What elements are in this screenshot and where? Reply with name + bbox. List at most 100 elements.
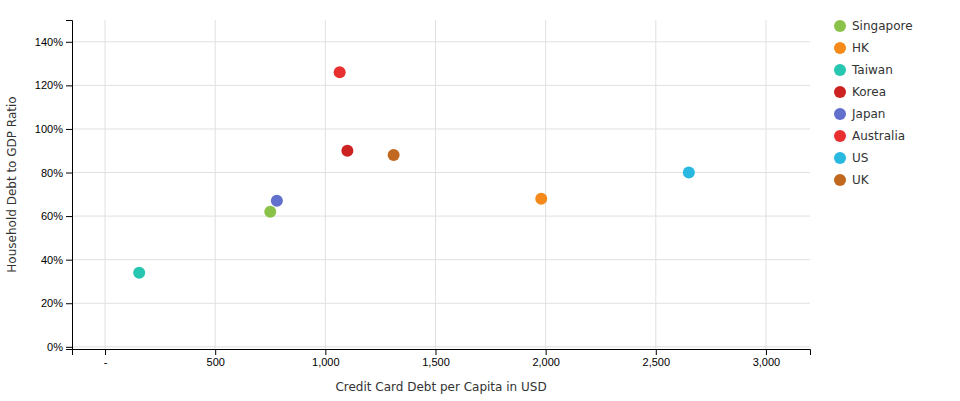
legend-label: Australia <box>852 129 905 143</box>
legend-label: HK <box>852 41 870 55</box>
legend-label: Taiwan <box>851 63 893 77</box>
legend-swatch <box>834 174 846 186</box>
legend-label: US <box>852 151 868 165</box>
point <box>334 66 346 78</box>
legend-label: UK <box>852 173 870 187</box>
legend-label: Korea <box>852 85 886 99</box>
grid-line-y <box>72 346 810 347</box>
x-tick-mark <box>435 349 436 355</box>
grid-line-y <box>72 128 810 129</box>
grid-line-x <box>215 20 216 349</box>
grid-line-x <box>325 20 326 349</box>
x-tick-label: 500 <box>207 356 225 368</box>
y-tick-label: 0% <box>47 341 63 353</box>
y-tick: 40% <box>41 254 72 266</box>
grid-line-y <box>72 41 810 42</box>
plot-area: - 500 1,000 1,500 2,000 2,500 3,000 0% 20% 40% 60%… <box>35 20 811 368</box>
grid-line-x <box>765 20 766 349</box>
legend-item: Korea <box>834 85 886 99</box>
legend-swatch <box>834 108 846 120</box>
x-tick-mark <box>546 349 547 355</box>
grid-line-y <box>72 216 810 217</box>
y-tick-mark <box>66 303 72 304</box>
y-tick-mark <box>66 216 72 217</box>
y-tick: 140% <box>35 36 72 48</box>
y-tick-mark <box>66 260 72 261</box>
y-axis-title: Household Debt to GDP Ratio <box>5 96 19 272</box>
x-tick: 500 <box>207 349 225 368</box>
grid-line-y <box>72 303 810 304</box>
x-tick-label: 1,500 <box>422 356 450 368</box>
y-axis-line <box>66 21 73 350</box>
y-tick-label: 60% <box>41 210 63 222</box>
point <box>683 167 695 179</box>
y-tick-label: 20% <box>41 297 63 309</box>
grid-line-x <box>545 20 546 349</box>
legend-swatch <box>834 86 846 98</box>
legend-item: Japan <box>834 107 885 121</box>
y-tick-mark <box>66 85 72 86</box>
point <box>388 149 400 161</box>
grid-line-y <box>72 85 810 86</box>
grid <box>72 20 810 349</box>
x-tick-label: 2,500 <box>643 356 671 368</box>
y-tick: 80% <box>41 167 72 179</box>
y-tick: 100% <box>35 123 72 135</box>
legend-swatch <box>834 20 846 32</box>
x-tick-label: 2,000 <box>532 356 560 368</box>
legend-label: Singapore <box>852 19 913 33</box>
y-tick: 120% <box>35 79 72 91</box>
x-tick: 1,500 <box>422 349 450 368</box>
x-tick-label: - <box>104 356 108 368</box>
grid-line-x <box>435 20 436 349</box>
x-axis: - 500 1,000 1,500 2,000 2,500 3,000 <box>73 349 811 368</box>
y-tick-label: 40% <box>41 254 63 266</box>
grid-line-y <box>72 172 810 173</box>
x-tick-mark <box>215 349 216 355</box>
x-axis-title: Credit Card Debt per Capita in USD <box>335 380 546 394</box>
y-axis: 0% 20% 40% 60% 80% 100% 120% 140% <box>35 21 73 353</box>
point <box>264 206 276 218</box>
legend-item: US <box>834 151 868 165</box>
point <box>271 195 283 207</box>
point <box>341 145 353 157</box>
x-tick: 2,000 <box>532 349 560 368</box>
y-tick-label: 80% <box>41 167 63 179</box>
x-tick-mark <box>656 349 657 355</box>
y-tick-mark <box>66 347 72 348</box>
legend-swatch <box>834 42 846 54</box>
y-tick: 20% <box>41 297 72 309</box>
y-tick-label: 120% <box>35 79 63 91</box>
legend-item: HK <box>834 41 870 55</box>
grid-line-y <box>72 259 810 260</box>
point <box>535 193 547 205</box>
y-tick-mark <box>66 129 72 130</box>
y-tick: 0% <box>47 341 72 353</box>
x-tick-mark <box>766 349 767 355</box>
x-tick: 1,000 <box>312 349 340 368</box>
y-tick-mark <box>66 42 72 43</box>
legend-item: Singapore <box>834 19 913 33</box>
grid-line-x <box>655 20 656 349</box>
legend-item: Taiwan <box>834 63 893 77</box>
x-tick-mark <box>105 349 106 355</box>
legend-swatch <box>834 130 846 142</box>
chart: - 500 1,000 1,500 2,000 2,500 3,000 0% 20% 40% 60%… <box>0 0 960 401</box>
legend-item: Australia <box>834 129 905 143</box>
legend-swatch <box>834 64 846 76</box>
y-tick-label: 140% <box>35 36 63 48</box>
x-tick-mark <box>325 349 326 355</box>
legend-label: Japan <box>851 107 885 121</box>
x-tick: 3,000 <box>753 349 781 368</box>
y-tick-mark <box>66 173 72 174</box>
legend-swatch <box>834 152 846 164</box>
points <box>133 66 695 278</box>
grid-line-x <box>105 20 106 349</box>
x-tick: - <box>104 349 108 368</box>
y-tick-label: 100% <box>35 123 63 135</box>
x-tick-label: 1,000 <box>312 356 340 368</box>
x-axis-line <box>73 350 811 356</box>
x-tick-label: 3,000 <box>753 356 781 368</box>
y-tick: 60% <box>41 210 72 222</box>
legend-item: UK <box>834 173 870 187</box>
